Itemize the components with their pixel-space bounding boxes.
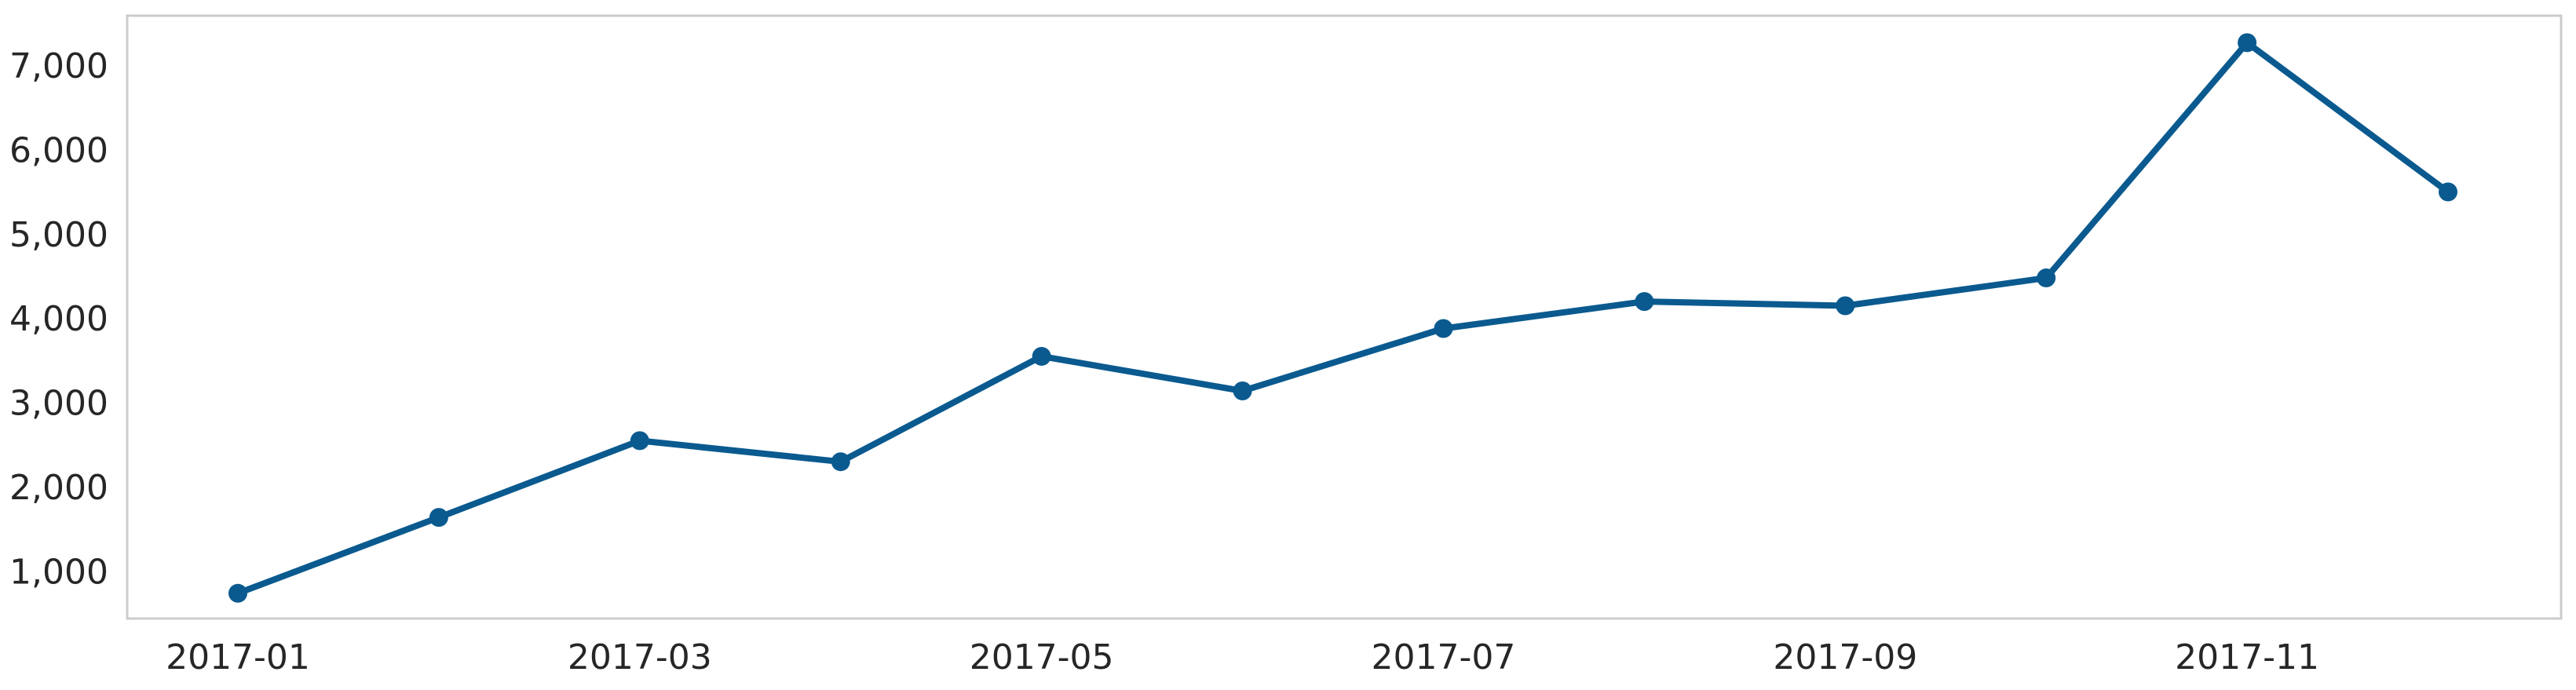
data-point-marker [228, 583, 247, 603]
plot-area-frame [126, 14, 2563, 620]
y-tick-label: 7,000 [9, 46, 108, 86]
data-point-marker [1635, 292, 1654, 312]
y-tick-label: 4,000 [9, 299, 108, 339]
x-tick-label: 2017-01 [166, 637, 310, 677]
y-tick-label: 3,000 [9, 384, 108, 424]
data-point-marker [429, 508, 448, 528]
y-tick-label: 1,000 [9, 552, 108, 592]
data-point-marker [1836, 296, 1855, 316]
data-point-marker [1032, 346, 1051, 366]
x-tick-label: 2017-09 [1773, 637, 1917, 677]
y-axis-tick-labels: 1,000 2,000 3,000 4,000 5,000 6,000 7,000 [9, 46, 108, 592]
data-point-marker [2439, 182, 2457, 202]
data-point-marker [1233, 381, 1252, 400]
x-tick-label: 2017-07 [1372, 637, 1516, 677]
series-line [235, 39, 2451, 597]
x-axis-tick-labels: 2017-01 2017-03 2017-05 2017-07 2017-09 2017-… [166, 637, 2319, 677]
data-point-marker [831, 452, 850, 472]
data-point-marker [1434, 319, 1453, 338]
x-tick-label: 2017-05 [970, 637, 1114, 677]
data-point-marker [630, 431, 649, 451]
series-markers [228, 33, 2457, 603]
data-point-marker [2238, 33, 2257, 53]
x-tick-label: 2017-03 [568, 637, 712, 677]
y-tick-label: 2,000 [9, 468, 108, 508]
data-point-marker [2037, 268, 2056, 288]
y-tick-label: 6,000 [9, 130, 108, 170]
x-tick-label: 2017-11 [2175, 637, 2319, 677]
y-tick-label: 5,000 [9, 215, 108, 255]
